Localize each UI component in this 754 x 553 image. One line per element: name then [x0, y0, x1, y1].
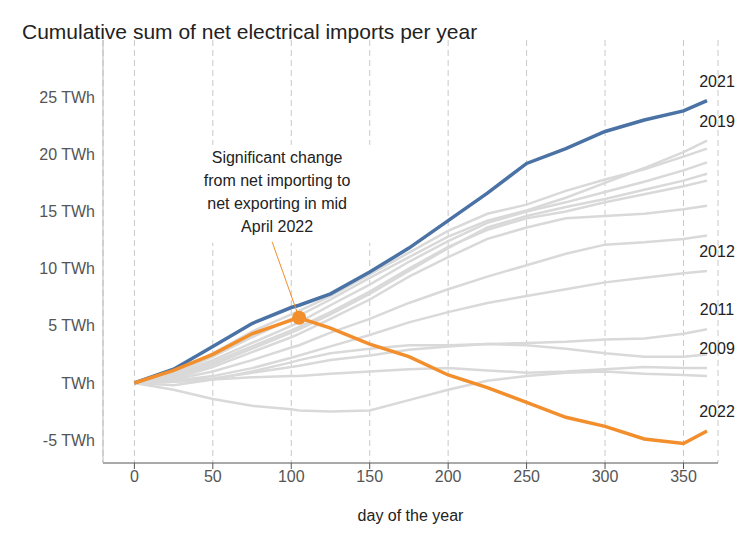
- svg-text:150: 150: [356, 468, 383, 485]
- svg-text:15 TWh: 15 TWh: [39, 203, 95, 220]
- svg-text:net exporting in mid: net exporting in mid: [207, 195, 347, 212]
- svg-text:100: 100: [278, 468, 305, 485]
- svg-text:2019: 2019: [699, 113, 735, 130]
- svg-text:Significant change: Significant change: [212, 149, 343, 166]
- svg-text:day of the year: day of the year: [358, 507, 465, 524]
- svg-text:25 TWh: 25 TWh: [39, 89, 95, 106]
- svg-text:10 TWh: 10 TWh: [39, 260, 95, 277]
- svg-text:2022: 2022: [699, 403, 735, 420]
- svg-text:-5 TWh: -5 TWh: [43, 432, 95, 449]
- svg-text:250: 250: [513, 468, 540, 485]
- svg-text:50: 50: [204, 468, 222, 485]
- svg-text:350: 350: [670, 468, 697, 485]
- svg-text:5 TWh: 5 TWh: [48, 317, 95, 334]
- svg-text:TWh: TWh: [61, 375, 95, 392]
- svg-text:2011: 2011: [700, 301, 735, 318]
- svg-text:0: 0: [130, 468, 139, 485]
- svg-text:2021: 2021: [699, 73, 735, 90]
- svg-text:April 2022: April 2022: [241, 218, 313, 235]
- svg-text:300: 300: [592, 468, 619, 485]
- svg-text:from net importing to: from net importing to: [204, 172, 351, 189]
- html-text:Cumulative sum of net electric: Cumulative sum of net electrical imports…: [22, 20, 478, 43]
- svg-text:200: 200: [435, 468, 462, 485]
- svg-text:20 TWh: 20 TWh: [39, 146, 95, 163]
- svg-text:2012: 2012: [699, 243, 735, 260]
- svg-text:2009: 2009: [699, 340, 735, 357]
